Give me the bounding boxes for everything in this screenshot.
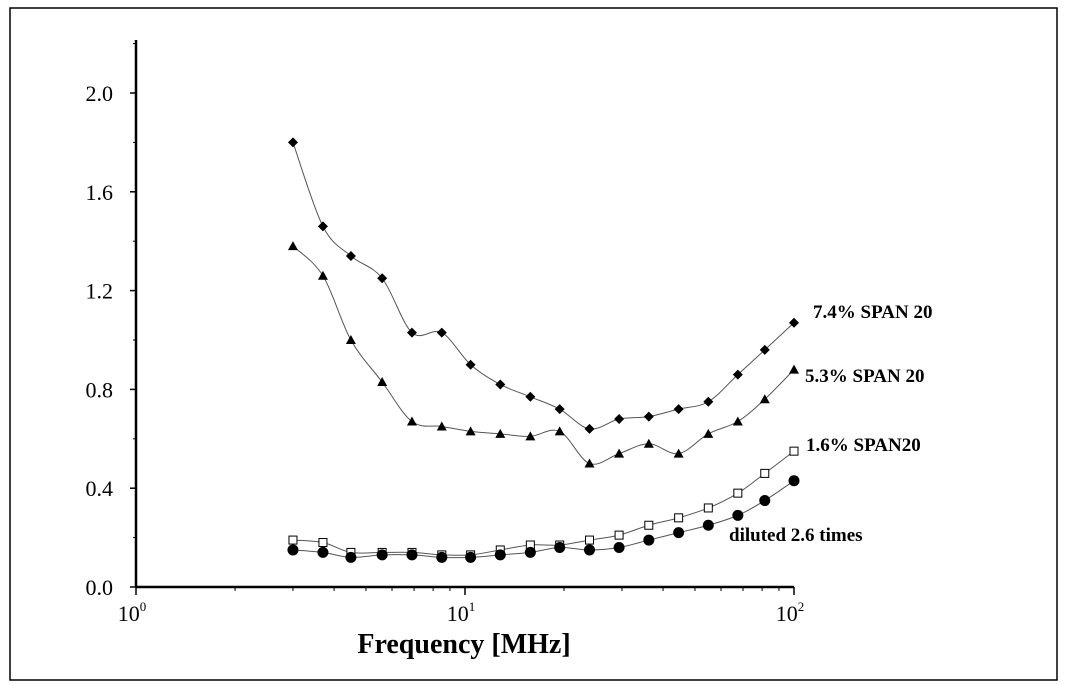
data-point-diamond (436, 327, 447, 338)
series-label: diluted 2.6 times (729, 525, 863, 546)
data-point-diamond (465, 359, 476, 370)
data-point-diamond (554, 404, 565, 415)
y-tick-label: 0.8 (86, 377, 114, 402)
chart-axes (134, 40, 794, 589)
data-point-triangle (673, 448, 684, 458)
data-point-triangle (759, 394, 770, 404)
data-point-open-square (789, 446, 799, 456)
data-point-triangle (317, 270, 328, 280)
data-point-triangle (614, 448, 625, 458)
data-point-filled-circle (494, 549, 506, 561)
data-point-triangle (495, 428, 506, 438)
y-axis-ticks: 0.0 0.4 0.8 1.2 1.6 2.0 (86, 43, 136, 600)
y-tick-label: 0.0 (86, 575, 114, 600)
data-point-open-square (288, 535, 298, 545)
data-point-open-square (703, 503, 713, 513)
y-tick-label: 0.4 (86, 476, 114, 501)
data-point-diamond (495, 379, 506, 390)
data-point-filled-circle (673, 527, 685, 539)
data-point-triangle (406, 416, 417, 426)
series-1 (287, 137, 799, 434)
x-tick-label: 102 (776, 599, 805, 626)
data-point-triangle (703, 428, 714, 438)
data-point-filled-circle (345, 551, 357, 563)
data-point-triangle (436, 421, 447, 431)
y-tick-label: 1.6 (86, 180, 114, 205)
data-point-diamond (287, 137, 298, 148)
data-point-open-square (644, 520, 654, 530)
series-3 (288, 446, 799, 560)
y-tick-label: 1.2 (86, 279, 114, 304)
series-labels: 7.4% SPAN 20 5.3% SPAN 20 1.6% SPAN20 dilut… (729, 302, 932, 546)
data-point-open-square (760, 468, 770, 478)
series-line (292, 245, 795, 465)
data-point-diamond (673, 404, 684, 415)
data-point-diamond (703, 396, 714, 407)
data-point-filled-circle (583, 544, 595, 556)
series-4 (287, 475, 800, 563)
data-point-diamond (732, 369, 743, 380)
data-point-diamond (406, 327, 417, 338)
series-2 (287, 241, 799, 468)
data-point-triangle (584, 458, 595, 468)
y-tick-label: 2.0 (86, 81, 114, 106)
data-point-filled-circle (317, 546, 329, 558)
data-point-filled-circle (287, 544, 299, 556)
data-point-open-square (318, 538, 328, 548)
data-point-diamond (525, 391, 536, 402)
data-point-open-square (674, 513, 684, 523)
data-point-open-square (733, 488, 743, 498)
series-label: 5.3% SPAN 20 (805, 366, 924, 387)
data-point-filled-circle (554, 541, 566, 553)
data-point-filled-circle (524, 546, 536, 558)
data-point-open-square (614, 530, 624, 540)
data-point-diamond (317, 221, 328, 232)
data-point-diamond (614, 414, 625, 425)
data-point-diamond (345, 251, 356, 262)
data-point-triangle (287, 241, 298, 251)
data-point-filled-circle (406, 549, 418, 561)
x-tick-label: 100 (118, 599, 147, 626)
data-point-filled-circle (732, 509, 744, 521)
x-tick-label: 101 (447, 599, 476, 626)
x-axis-title: Frequency [MHz] (357, 629, 570, 660)
data-point-filled-circle (788, 475, 800, 487)
data-point-filled-circle (643, 534, 655, 546)
data-point-diamond (643, 411, 654, 422)
data-point-triangle (789, 364, 799, 374)
data-point-filled-circle (436, 551, 448, 563)
data-point-diamond (377, 273, 388, 284)
data-point-filled-circle (376, 549, 388, 561)
data-point-diamond (759, 344, 770, 355)
series-label: 1.6% SPAN20 (806, 435, 921, 456)
data-point-triangle (554, 426, 565, 436)
data-point-filled-circle (613, 541, 625, 553)
data-point-triangle (643, 438, 654, 448)
data-point-filled-circle (702, 519, 714, 531)
data-point-triangle (377, 376, 388, 386)
data-point-filled-circle (465, 551, 477, 563)
x-axis-ticks: 100 101 102 (118, 587, 805, 626)
series-line (292, 480, 795, 559)
series-label: 7.4% SPAN 20 (813, 302, 932, 323)
data-point-open-square (584, 535, 594, 545)
data-point-triangle (465, 426, 476, 436)
data-point-filled-circle (759, 495, 771, 507)
series-line (292, 450, 795, 556)
data-point-triangle (732, 416, 743, 426)
data-point-diamond (584, 423, 595, 434)
data-point-diamond (789, 317, 799, 328)
series-line (292, 142, 795, 430)
data-point-triangle (345, 335, 356, 344)
chart-series (287, 137, 800, 563)
data-point-triangle (525, 431, 536, 441)
